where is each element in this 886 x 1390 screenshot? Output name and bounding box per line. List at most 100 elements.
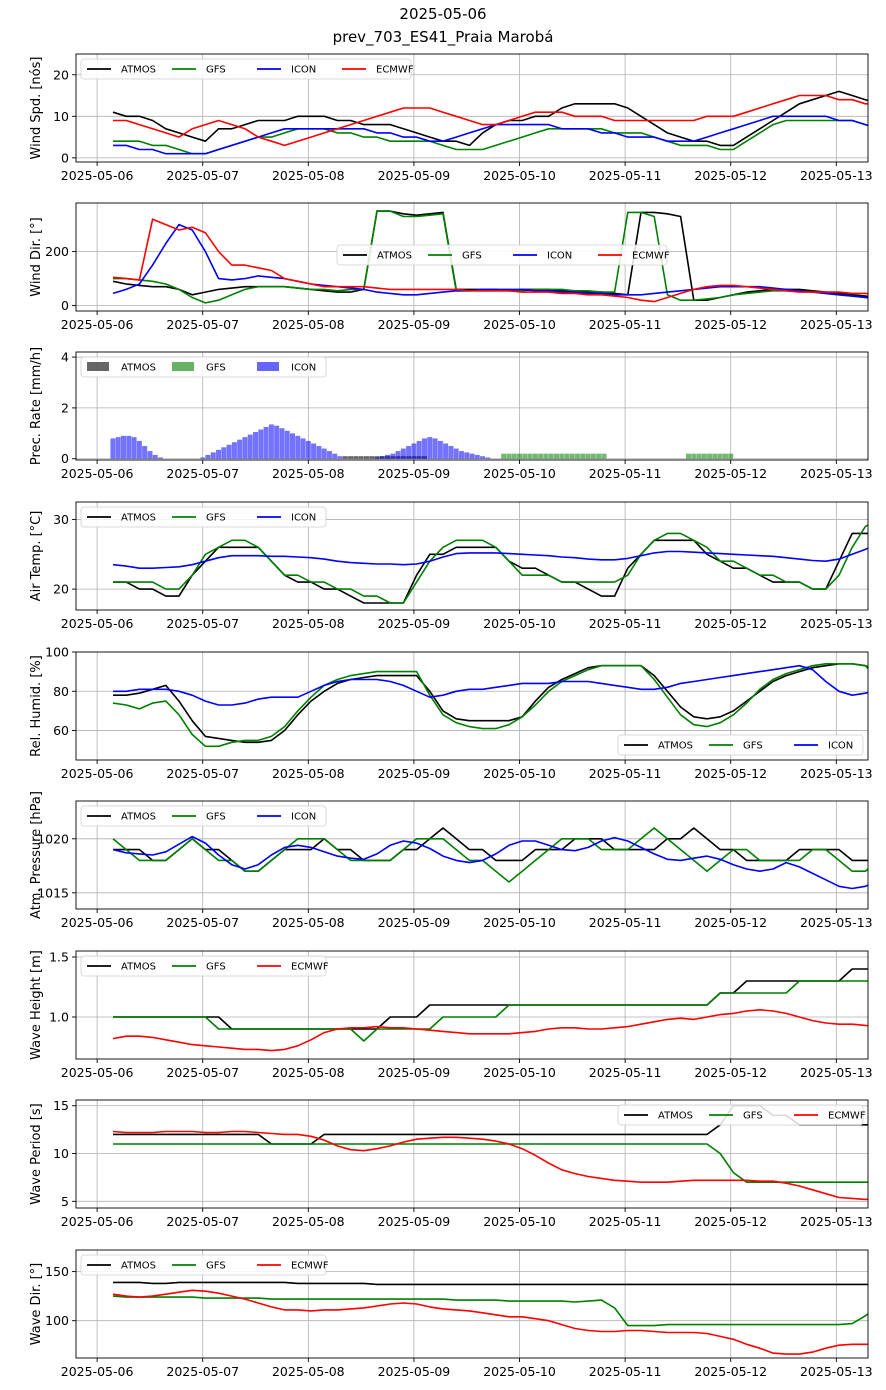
legend-label-gfs: GFS — [206, 1261, 226, 1272]
y-axis-label: Wave Period [s] — [29, 1103, 44, 1204]
bar-icon — [152, 454, 158, 459]
x-tick-label: 2025-05-08 — [272, 168, 345, 183]
chart-panel-7: 2025-05-06 2025-05-07 2025-05-08 2025-05-09… — [29, 950, 873, 1081]
x-tick-label: 2025-05-08 — [272, 317, 345, 332]
y-tick-label: 20 — [53, 67, 69, 82]
bar-gfs — [728, 453, 734, 459]
bar-gfs — [701, 453, 707, 459]
x-tick-label: 2025-05-07 — [166, 915, 239, 930]
legend: ATMOS GFS ECMWF — [80, 1254, 329, 1276]
legend: ATMOS GFS ECMWF — [617, 1104, 866, 1126]
bar-icon — [263, 426, 269, 459]
bar-icon — [115, 437, 121, 459]
legend-label-gfs: GFS — [206, 513, 226, 524]
x-tick-label: 2025-05-10 — [483, 466, 556, 481]
bar-icon — [390, 453, 396, 459]
bar-icon — [247, 434, 253, 459]
y-tick-label: 80 — [53, 684, 69, 699]
legend: ATMOS GFS ECMWF — [80, 955, 329, 977]
bar-icon — [326, 451, 332, 459]
bar-gfs — [559, 453, 565, 459]
axes-frame — [75, 501, 869, 611]
bar-gfs — [575, 453, 581, 459]
bar-icon — [332, 453, 338, 459]
series-line-gfs — [112, 827, 868, 883]
series-line-ecmwf — [113, 94, 868, 147]
y-tick-label: 200 — [45, 244, 69, 259]
y-tick-label: 1015 — [37, 885, 69, 900]
y-tick-label: 100 — [45, 645, 69, 660]
legend-box — [80, 58, 412, 80]
legend-label-atmos: ATMOS — [658, 741, 693, 752]
chart-panel-8: 2025-05-06 2025-05-07 2025-05-08 2025-05-09… — [29, 1098, 873, 1229]
legend-label-icon: ICON — [291, 812, 316, 823]
bar-icon — [221, 447, 227, 459]
series-line-ecmwf — [112, 1130, 868, 1201]
bar-icon — [131, 437, 137, 459]
legend-label-atmos: ATMOS — [121, 812, 156, 823]
bar-gfs — [580, 453, 586, 459]
legend-label-gfs: GFS — [206, 363, 226, 374]
x-tick-label: 2025-05-13 — [800, 317, 873, 332]
legend-box — [336, 244, 668, 266]
bar-gfs — [717, 453, 723, 459]
legend-label-atmos: ATMOS — [121, 513, 156, 524]
x-tick-label: 2025-05-13 — [800, 1065, 873, 1080]
bar-icon — [469, 453, 475, 459]
x-tick-label: 2025-05-07 — [166, 766, 239, 781]
y-tick-label: 1.5 — [49, 950, 69, 965]
bar-icon — [385, 454, 391, 459]
bar-gfs — [590, 453, 596, 459]
bar-icon — [474, 454, 480, 459]
x-tick-label: 2025-05-09 — [378, 168, 451, 183]
bar-atmos — [353, 456, 359, 459]
x-tick-label: 2025-05-06 — [61, 766, 134, 781]
x-tick-label: 2025-05-12 — [694, 1214, 767, 1229]
bar-icon — [374, 457, 380, 459]
legend-box — [80, 805, 327, 827]
x-tick-label: 2025-05-10 — [483, 1214, 556, 1229]
bar-icon — [437, 440, 443, 459]
axes-frame — [75, 800, 869, 910]
series-line-icon — [113, 664, 868, 706]
y-tick-label: 60 — [53, 723, 69, 738]
y-axis-label: Wind Dir. [°] — [29, 217, 44, 297]
bar-icon — [427, 437, 433, 459]
x-tick-label: 2025-05-06 — [61, 1065, 134, 1080]
legend: ATMOS GFS ICON — [80, 356, 327, 378]
bar-gfs — [553, 453, 559, 459]
y-axis-label: Rel. Humid. [%] — [29, 655, 44, 757]
legend: ATMOS GFS ICON — [617, 734, 864, 756]
legend: ATMOS GFS ICON — [80, 805, 327, 827]
plot-area — [112, 90, 868, 155]
series-line-gfs — [112, 662, 868, 748]
bar-icon — [458, 451, 464, 459]
bar-gfs — [532, 453, 538, 459]
x-tick-label: 2025-05-11 — [589, 317, 662, 332]
bar-gfs — [538, 453, 544, 459]
bar-atmos — [369, 456, 375, 459]
legend-label-icon: ICON — [828, 741, 853, 752]
x-tick-label: 2025-05-12 — [694, 616, 767, 631]
axes-frame — [75, 351, 869, 461]
bar-icon — [242, 437, 248, 459]
bar-gfs — [707, 453, 713, 459]
x-tick-label: 2025-05-10 — [483, 766, 556, 781]
x-tick-label: 2025-05-06 — [61, 1214, 134, 1229]
figure-title: 2025-05-06 — [399, 5, 487, 23]
bar-icon — [253, 432, 259, 459]
x-tick-label: 2025-05-07 — [166, 1065, 239, 1080]
bar-icon — [448, 446, 454, 459]
x-tick-label: 2025-05-08 — [272, 915, 345, 930]
legend-label-atmos: ATMOS — [121, 363, 156, 374]
bar-icon — [305, 440, 311, 459]
x-tick-label: 2025-05-11 — [589, 1214, 662, 1229]
x-tick-label: 2025-05-08 — [272, 1065, 345, 1080]
bar-icon — [300, 438, 306, 459]
x-tick-label: 2025-05-08 — [272, 1214, 345, 1229]
y-tick-label: 0 — [61, 150, 69, 165]
bar-icon — [337, 456, 343, 459]
x-tick-label: 2025-05-08 — [272, 766, 345, 781]
x-tick-label: 2025-05-08 — [272, 616, 345, 631]
bar-icon — [268, 424, 274, 459]
